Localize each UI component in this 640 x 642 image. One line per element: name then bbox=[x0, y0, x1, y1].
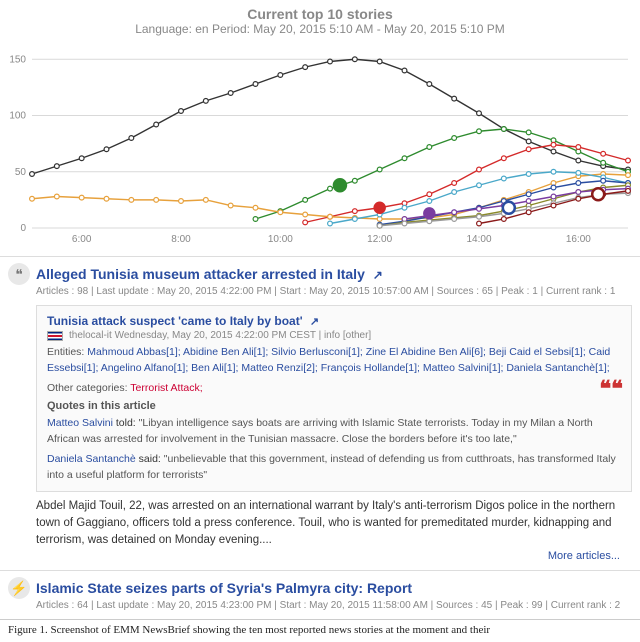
quote-verb: told: bbox=[116, 417, 136, 429]
story-title-text: Alleged Tunisia museum attacker arrested… bbox=[36, 266, 365, 282]
story-item: ⚡ Islamic State seizes parts of Syria's … bbox=[0, 570, 640, 619]
detail-headline-link[interactable]: Tunisia attack suspect 'came to Italy by… bbox=[47, 314, 319, 328]
top-stories-chart: 0 50 100 150 6:00 8:00 10:00 12:00 14:00 16:00 bbox=[2, 38, 638, 256]
svg-text:8:00: 8:00 bbox=[171, 234, 191, 245]
quote-verb: said: bbox=[139, 453, 161, 465]
svg-text:100: 100 bbox=[9, 111, 26, 122]
svg-text:16:00: 16:00 bbox=[566, 234, 591, 245]
quote-speaker[interactable]: Matteo Salvini bbox=[47, 417, 113, 429]
story-title-text: Islamic State seizes parts of Syria's Pa… bbox=[36, 580, 412, 596]
quote-icon: ❝❝ bbox=[599, 376, 623, 402]
story-icon: ❝ bbox=[8, 263, 30, 285]
story-summary: Abdel Majid Touil, 22, was arrested on a… bbox=[36, 498, 622, 548]
quotes-header: Quotes in this article bbox=[47, 400, 621, 412]
svg-text:50: 50 bbox=[15, 167, 27, 178]
chart-title: Current top 10 stories bbox=[0, 6, 640, 22]
quote-speaker[interactable]: Daniela Santanchè bbox=[47, 453, 136, 465]
entities-label: Entities: bbox=[47, 346, 84, 358]
other-categories-value[interactable]: Terrorist Attack; bbox=[130, 382, 202, 394]
chart-subtitle: Language: en Period: May 20, 2015 5:10 A… bbox=[0, 22, 640, 36]
chart-header: Current top 10 stories Language: en Peri… bbox=[0, 0, 640, 38]
story-detail-block: Tunisia attack suspect 'came to Italy by… bbox=[36, 305, 632, 492]
svg-text:12:00: 12:00 bbox=[367, 234, 392, 245]
story-title-link[interactable]: Islamic State seizes parts of Syria's Pa… bbox=[36, 580, 412, 596]
story-icon: ⚡ bbox=[8, 577, 30, 599]
detail-headline-text: Tunisia attack suspect 'came to Italy by… bbox=[47, 314, 303, 328]
svg-text:10:00: 10:00 bbox=[268, 234, 293, 245]
svg-text:6:00: 6:00 bbox=[72, 234, 92, 245]
other-categories-label: Other categories: bbox=[47, 382, 128, 394]
story-title-link[interactable]: Alleged Tunisia museum attacker arrested… bbox=[36, 266, 383, 282]
external-link-icon: ↗ bbox=[310, 316, 319, 328]
svg-text:14:00: 14:00 bbox=[466, 234, 491, 245]
more-articles-link[interactable]: More articles... bbox=[8, 550, 632, 562]
entities-list[interactable]: Mahmoud Abbas[1]; Abidine Ben Ali[1]; Si… bbox=[47, 346, 610, 374]
svg-text:150: 150 bbox=[9, 54, 26, 65]
detail-source-line: thelocal-it Wednesday, May 20, 2015 4:22… bbox=[69, 330, 371, 341]
uk-flag-icon bbox=[47, 331, 63, 341]
story-item: ❝ Alleged Tunisia museum attacker arrest… bbox=[0, 256, 640, 570]
svg-text:0: 0 bbox=[20, 223, 26, 234]
external-link-icon: ↗ bbox=[373, 268, 383, 282]
figure-caption: Figure 1. Screenshot of EMM NewsBrief sh… bbox=[0, 619, 640, 642]
story-meta: Articles : 98 | Last update : May 20, 20… bbox=[36, 286, 632, 297]
story-meta: Articles : 64 | Last update : May 20, 20… bbox=[36, 600, 632, 611]
